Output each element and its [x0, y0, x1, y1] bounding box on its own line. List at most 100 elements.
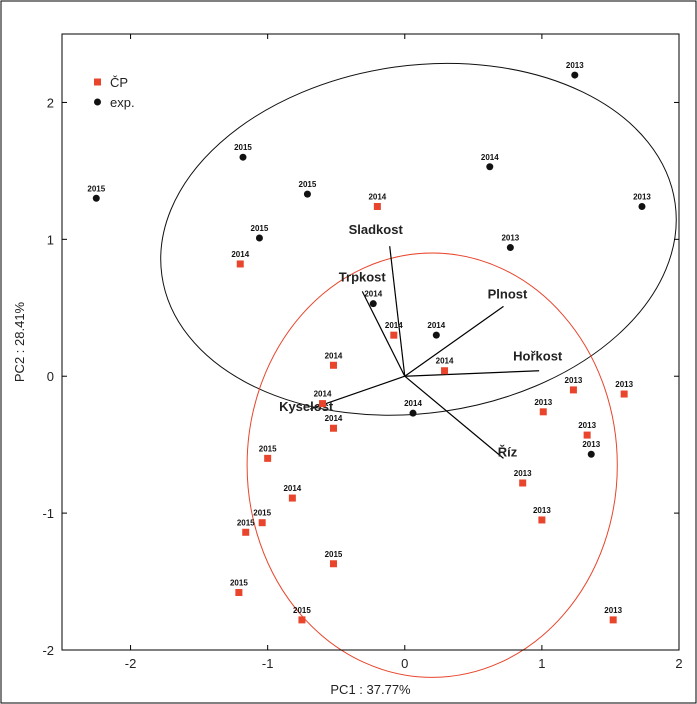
point-marker-cp [441, 367, 449, 375]
vector-label: Hořkost [513, 349, 563, 364]
legend-marker-cp [94, 78, 101, 86]
point-label: 2013 [533, 506, 551, 515]
point-marker-cp [538, 516, 546, 524]
y-tick-label: 0 [47, 369, 54, 384]
point-label: 2014 [231, 250, 249, 259]
point-marker-cp [329, 424, 337, 432]
point-label: 2013 [604, 606, 622, 615]
point-label: 2014 [404, 399, 422, 408]
vector-line [404, 370, 540, 377]
point-marker-cp [609, 616, 617, 624]
plot-area-frame [61, 33, 680, 651]
point-marker-cp [519, 479, 527, 487]
point-label: 2014 [481, 153, 499, 162]
ellipse-exp [160, 62, 677, 416]
point-label: 2014 [385, 321, 403, 330]
vector-line [361, 291, 406, 377]
point-label: 2014 [325, 351, 343, 360]
point-marker-cp [235, 589, 243, 597]
ellipse-cp [246, 252, 618, 678]
vector-label: Plnost [488, 286, 528, 301]
point-marker-exp [571, 71, 579, 79]
axis-ticks: -2 -1 0 1 2 -2 -1 0 1 2 [42, 34, 683, 671]
point-marker-exp [239, 153, 247, 161]
point-marker-cp [583, 431, 591, 439]
point-marker-exp [506, 244, 514, 252]
point-marker-cp [329, 560, 337, 568]
point-label: 2013 [566, 61, 584, 70]
point-marker-exp [587, 450, 595, 458]
point-marker-cp [242, 528, 250, 536]
y-tick-label: -1 [42, 506, 54, 521]
point-marker-exp [369, 300, 377, 308]
point-label: 2014 [314, 390, 332, 399]
point-marker-cp [390, 331, 398, 339]
legend-label: exp. [110, 95, 135, 110]
point-label: 2015 [325, 550, 343, 559]
point-marker-cp [298, 616, 306, 624]
point-marker-cp [288, 494, 296, 502]
x-tick-label: -1 [262, 656, 274, 671]
point-label: 2013 [582, 440, 600, 449]
point-label: 2013 [514, 469, 532, 478]
point-label: 2015 [234, 143, 252, 152]
y-tick-label: 1 [47, 232, 54, 247]
score-points: 2014 2014 2014 2014 2014 2014 2014 2015 2014 2015… [87, 61, 651, 624]
point-marker-exp [486, 163, 494, 171]
point-label: 2015 [87, 184, 105, 193]
legend: ČP exp. [94, 75, 135, 110]
point-label: 2013 [534, 398, 552, 407]
point-label: 2015 [293, 606, 311, 615]
x-axis-title: PC1 : 37.77% [330, 682, 411, 697]
point-marker-exp [303, 190, 311, 198]
legend-label: ČP [110, 75, 128, 90]
point-marker-cp [620, 390, 628, 398]
point-marker-cp [373, 202, 381, 210]
point-marker-exp [92, 194, 100, 202]
point-label: 2014 [325, 414, 343, 423]
point-label: 2013 [565, 376, 583, 385]
x-tick-label: 0 [401, 656, 408, 671]
point-label: 2013 [633, 192, 651, 201]
point-marker-cp [258, 519, 266, 527]
vector-line [389, 246, 406, 377]
y-tick-label: 2 [47, 95, 54, 110]
point-label: 2014 [427, 321, 445, 330]
point-label: 2013 [615, 380, 633, 389]
point-label: 2014 [368, 192, 386, 201]
point-label: 2015 [299, 180, 317, 189]
vector-line [404, 375, 504, 459]
x-tick-label: -2 [125, 656, 137, 671]
vector-line [404, 305, 504, 377]
point-label: 2014 [283, 484, 301, 493]
x-tick-label: 1 [538, 656, 545, 671]
point-marker-exp [255, 234, 263, 242]
point-label: 2014 [364, 290, 382, 299]
x-tick-label: 2 [675, 656, 682, 671]
point-marker-cp [569, 386, 577, 394]
point-label: 2013 [501, 234, 519, 243]
point-label: 2015 [251, 224, 269, 233]
point-marker-exp [432, 331, 440, 339]
point-label: 2013 [578, 421, 596, 430]
point-marker-exp [409, 409, 417, 417]
confidence-ellipses [160, 62, 677, 678]
point-label: 2015 [230, 579, 248, 588]
vector-label: Trpkost [339, 269, 387, 284]
point-marker-exp [638, 202, 646, 210]
point-marker-cp [236, 260, 244, 268]
point-marker-cp [539, 408, 547, 416]
vector-label: Říz [498, 444, 518, 459]
point-label: 2015 [259, 444, 277, 453]
y-tick-label: -2 [42, 643, 54, 658]
vector-label: Sladkost [349, 222, 404, 237]
point-marker-cp [319, 400, 327, 408]
point-marker-cp [329, 361, 337, 369]
y-axis-title: PC2 : 28.41% [12, 301, 27, 382]
point-label: 2015 [237, 518, 255, 527]
point-marker-cp [264, 454, 272, 462]
legend-marker-exp [94, 98, 101, 106]
